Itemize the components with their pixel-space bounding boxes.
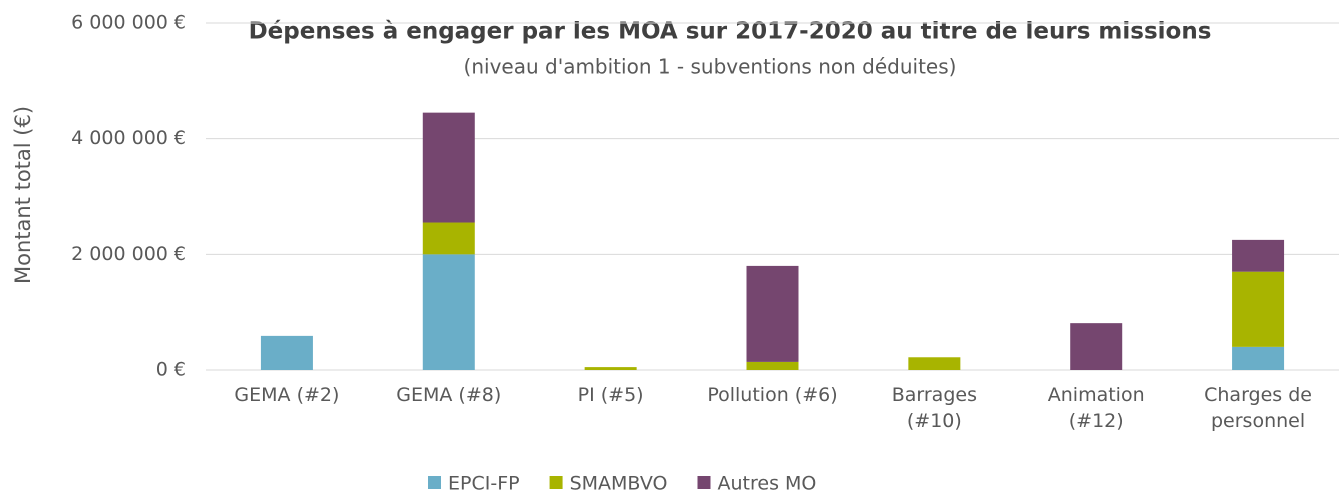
- x-tick-label: Animation (#12): [1047, 384, 1145, 432]
- legend-label: EPCI-FP: [448, 473, 520, 495]
- y-tick-label: 4 000 000 €: [71, 127, 186, 149]
- legend-label: SMAMBVO: [570, 473, 668, 495]
- bar-segment: [1232, 239, 1285, 272]
- y-tick-label: 6 000 000 €: [71, 12, 186, 34]
- y-tick-label: 0 €: [156, 359, 186, 381]
- bar-segment: [1232, 346, 1285, 370]
- legend-swatch: [697, 476, 711, 489]
- y-axis-label: Montant total (€): [11, 106, 35, 284]
- bar-segment: [746, 265, 799, 362]
- x-tick-label: Charges de personnel: [1204, 384, 1312, 432]
- bar-segment: [422, 112, 475, 223]
- legend-swatch: [549, 476, 563, 489]
- bar-segment: [908, 357, 961, 370]
- bar-segment: [422, 254, 475, 370]
- bar-segment: [584, 367, 637, 370]
- x-tick-label: PI (#5): [577, 384, 644, 406]
- chart-subtitle: (niveau d'ambition 1 - subventions non d…: [464, 55, 957, 79]
- x-tick-label: GEMA (#8): [396, 384, 502, 406]
- bar-segment: [260, 335, 313, 370]
- x-tick-label: GEMA (#2): [234, 384, 340, 406]
- bar-segment: [746, 361, 799, 370]
- legend-label: Autres MO: [718, 473, 817, 495]
- x-tick-label: Barrages (#10): [891, 384, 977, 432]
- bar-segment: [422, 222, 475, 255]
- x-tick-label: Pollution (#6): [707, 384, 838, 406]
- bar-segment: [1232, 271, 1285, 347]
- y-tick-label: 2 000 000 €: [71, 243, 186, 265]
- chart-title: Dépenses à engager par les MOA sur 2017-…: [249, 19, 1212, 45]
- bar-segment: [1070, 323, 1123, 370]
- legend-swatch: [428, 476, 441, 489]
